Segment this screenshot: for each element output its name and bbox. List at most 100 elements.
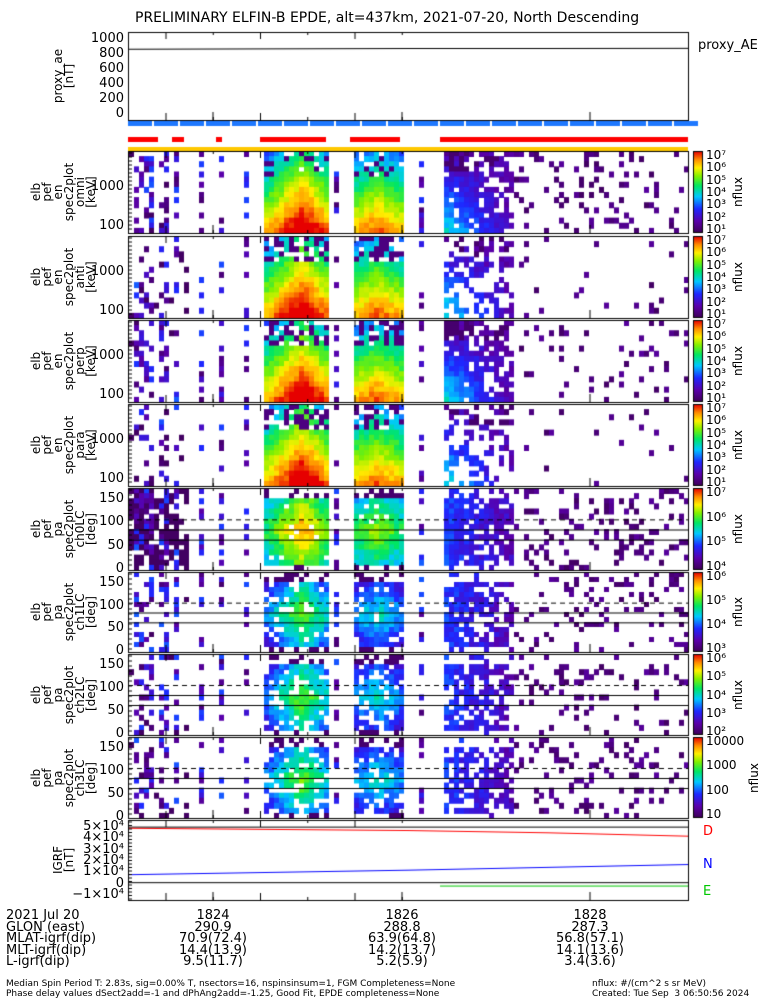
colorbar-tick-label: 10²	[706, 378, 727, 393]
x-tick-label: 14.2(13.7)	[367, 942, 437, 958]
colorbar-label: nflux	[731, 346, 745, 376]
plot-title: PRELIMINARY ELFIN-B EPDE, alt=437km, 202…	[135, 10, 640, 26]
colorbar-tick-label: 10	[706, 807, 722, 821]
y-tick-label: 100	[99, 471, 124, 486]
colorbar-tick-label: 10⁵	[706, 669, 727, 684]
y-tick-label: 0	[115, 561, 124, 576]
colorbar-tick-label: 10⁵	[706, 341, 727, 356]
colorbar-tick-label: 10¹	[706, 222, 727, 236]
y-axis-label: elb pef pa spec2plot ch2LC [deg]	[29, 665, 98, 724]
colorbar-tick-label: 10⁵	[706, 593, 727, 607]
y-tick-label: 100	[99, 514, 124, 530]
y-tick-label: 100	[99, 763, 124, 778]
y-tick-label: 150	[99, 740, 124, 755]
colorbar-tick-label: 1000	[706, 758, 737, 773]
colorbar-tick-label: 100	[706, 782, 729, 797]
footer-created: Created: Tue Sep 3 06:50:56 2024	[592, 989, 750, 999]
y-tick-label: 1×10⁴	[83, 864, 124, 880]
colorbar-tick-label: 10⁶	[706, 245, 727, 260]
y-tick-label: 1000	[90, 264, 124, 279]
colorbar-tick-label: 10⁶	[706, 651, 727, 665]
y-tick-label: 1000	[90, 432, 124, 447]
colorbar-tick-label: 10²	[706, 724, 727, 738]
colorbar-tick-label: 10⁴	[706, 617, 727, 631]
y-tick-label: 100	[99, 680, 124, 695]
x-tick-label: 1828	[573, 908, 607, 923]
x-axis-row-label: MLT-igrf(dip)	[6, 942, 87, 958]
colorbar-tick-label: 10⁵	[706, 534, 727, 549]
y-tick-label: 400	[99, 76, 124, 91]
colorbar-tick-label: 10³	[706, 197, 727, 212]
y-tick-label: 800	[99, 46, 124, 61]
colorbar-tick-label: 10⁴	[706, 687, 727, 702]
colorbar-tick-label: 10⁷	[706, 317, 727, 331]
x-tick-label: 1826	[385, 908, 419, 923]
x-tick-label: 288.8	[383, 919, 421, 935]
x-axis-row-label: GLON (east)	[6, 919, 85, 935]
x-axis-row-label: 2021 Jul 20	[6, 908, 80, 923]
colorbar-tick-label: 10²	[706, 209, 727, 224]
colorbar-tick-label: 10³	[706, 366, 727, 381]
colorbar-tick-label: 10⁵	[706, 172, 727, 187]
y-axis-label: elb pef en spec2plot omni [keV]	[29, 162, 98, 222]
colorbar-label: nflux	[731, 430, 745, 460]
y-tick-label: 150	[99, 657, 124, 672]
x-tick-label: 56.8(57.1)	[555, 931, 625, 946]
y-tick-label: 2×10⁴	[83, 853, 124, 868]
colorbar-tick-label: 10³	[706, 641, 727, 655]
y-tick-label: 200	[99, 91, 124, 106]
y-axis-label: elb pef en spec2plot anti [keV]	[29, 247, 98, 307]
y-tick-label: 600	[99, 61, 124, 76]
y-tick-label: 5×10⁴	[83, 819, 124, 834]
y-tick-label: 1000	[90, 31, 124, 46]
y-tick-label: 1000	[90, 348, 124, 363]
y-tick-label: 50	[107, 786, 124, 801]
x-tick-label: 63.9(64.8)	[367, 931, 437, 946]
y-tick-label: 50	[107, 703, 124, 718]
y-tick-label: 0	[115, 643, 124, 658]
colorbar-tick-label: 10⁷	[706, 485, 727, 499]
x-tick-label: 5.2(5.9)	[376, 954, 428, 969]
colorbar-tick-label: 10⁶	[706, 509, 727, 524]
colorbar-tick-label: 10⁴	[706, 185, 727, 199]
x-axis-row-label: L-igrf(dip)	[6, 954, 70, 969]
colorbar-label: nflux	[731, 262, 745, 292]
colorbar-label: nflux	[731, 679, 745, 710]
colorbar-tick-label: 10⁵	[706, 257, 727, 272]
colorbar-tick-label: 10⁶	[706, 160, 727, 175]
y-tick-label: 4×10⁴	[83, 830, 124, 846]
colorbar-tick-label: 10²	[706, 294, 727, 309]
colorbar-tick-label: 10⁶	[706, 329, 727, 344]
y-tick-label: 100	[99, 303, 124, 318]
y-axis-label: elb pef pa spec2plot ch3LC [deg]	[29, 748, 98, 807]
x-axis-row-label: MLAT-igrf(dip)	[6, 931, 97, 946]
colorbar-label: nflux	[731, 177, 745, 207]
legend-d: D	[703, 824, 714, 839]
colorbar-tick-label: 10⁴	[706, 559, 727, 573]
y-tick-label: 0	[115, 726, 124, 741]
colorbar-tick-label: 10³	[706, 450, 727, 465]
colorbar-tick-label: 10000	[706, 734, 745, 748]
colorbar-tick-label: 10¹	[706, 391, 727, 405]
footer-line2: Phase delay values dSect2add=-1 and dPhA…	[6, 989, 440, 999]
y-axis-label: elb pef en spec2plot perp [keV]	[29, 331, 98, 391]
legend-e: E	[703, 884, 712, 899]
colorbar-label: nflux	[731, 514, 745, 544]
y-tick-label: 100	[99, 218, 124, 233]
colorbar-tick-label: 10⁷	[706, 148, 727, 162]
colorbar-tick-label: 10⁵	[706, 425, 727, 440]
colorbar-tick-label: 10⁴	[706, 438, 727, 452]
colorbar-label: nflux	[747, 762, 761, 793]
y-tick-label: 1000	[90, 179, 124, 194]
x-tick-label: 14.4(13.9)	[178, 942, 248, 958]
legend-n: N	[703, 857, 713, 872]
y-tick-label: 3×10⁴	[83, 841, 124, 857]
colorbar-tick-label: 10⁶	[706, 569, 727, 583]
y-tick-label: 0	[115, 809, 124, 824]
colorbar-tick-label: 10⁶	[706, 413, 727, 428]
y-axis-label: elb pef pa spec2plot ch0LC [deg]	[29, 499, 98, 559]
colorbar-tick-label: 10²	[706, 462, 727, 477]
colorbar-tick-label: 10⁷	[706, 233, 727, 247]
x-tick-label: 3.4(3.6)	[564, 954, 616, 969]
